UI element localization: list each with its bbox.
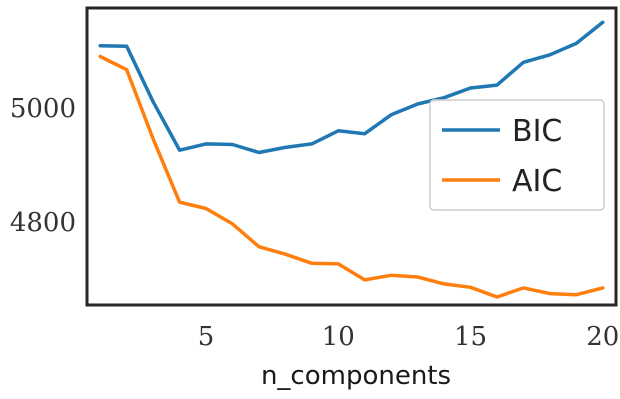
series-lines xyxy=(98,20,605,299)
y-tick-label: 4800 xyxy=(10,208,76,238)
y-tick-label: 5000 xyxy=(10,94,76,124)
y-tick-labels: 4800 5000 xyxy=(10,94,76,238)
series-line-aic xyxy=(98,54,605,299)
series-line-bic xyxy=(98,20,605,155)
legend-label-aic: AIC xyxy=(512,164,562,199)
legend-label-bic: BIC xyxy=(512,114,562,149)
x-tick-labels: 5 10 15 20 xyxy=(198,322,620,352)
plot-frame xyxy=(85,6,618,307)
x-tick-label: 20 xyxy=(586,322,619,352)
x-tick-label: 5 xyxy=(198,322,215,352)
legend-box xyxy=(429,99,605,211)
x-tick-label: 15 xyxy=(454,322,487,352)
x-tick-label: 10 xyxy=(322,322,355,352)
legend: BIC AIC xyxy=(429,99,605,211)
x-axis-label: n_components xyxy=(261,361,451,391)
